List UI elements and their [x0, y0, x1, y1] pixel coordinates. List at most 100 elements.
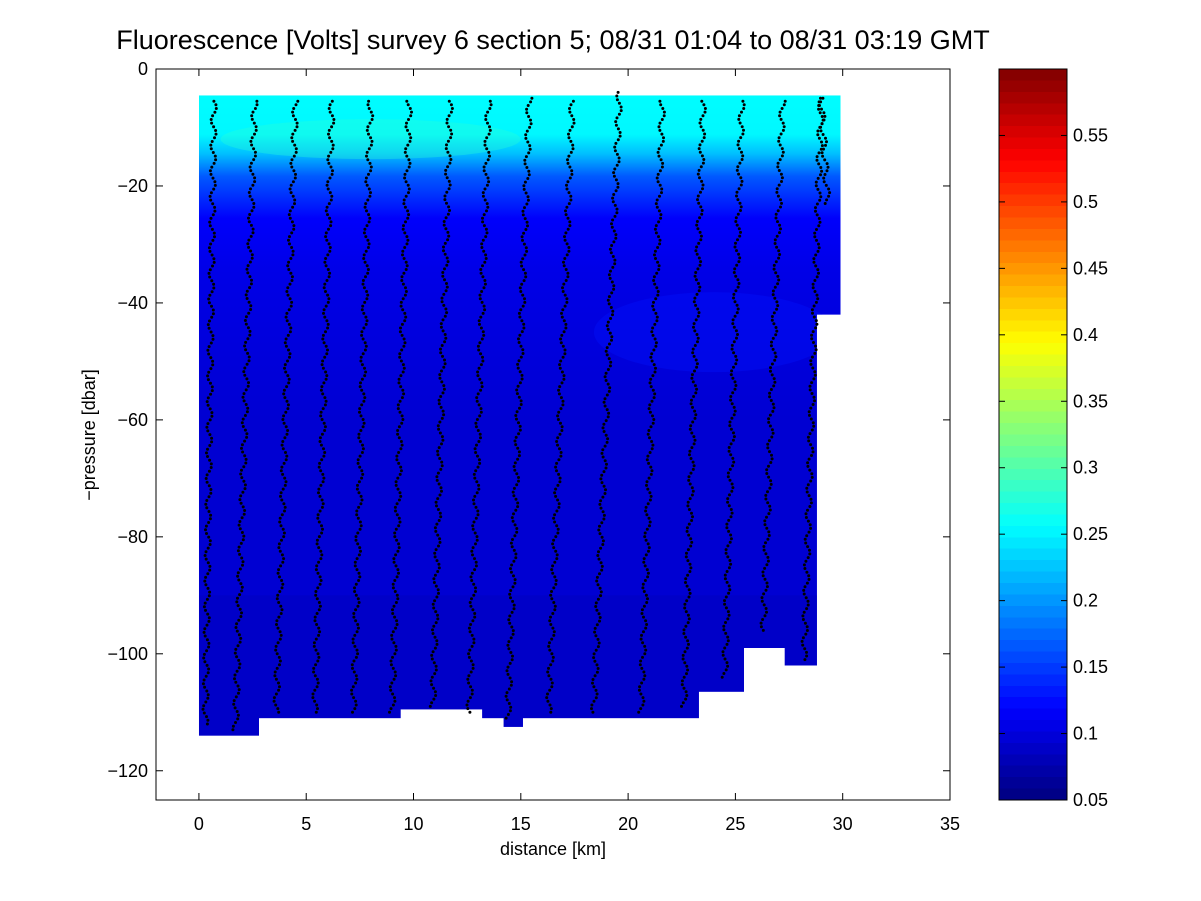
profile-point	[769, 461, 773, 464]
profile-point	[403, 176, 407, 180]
profile-point	[814, 264, 818, 268]
profile-point	[812, 304, 816, 308]
profile-point	[324, 209, 328, 213]
profile-point	[571, 147, 575, 151]
profile-point	[434, 610, 438, 614]
colorbar-ticks: 0.050.10.150.20.250.30.350.40.450.50.55	[999, 125, 1108, 810]
profile-point	[519, 344, 523, 348]
profile-point	[204, 700, 208, 704]
profile-point	[325, 205, 329, 209]
profile-point	[770, 435, 774, 439]
profile-point	[445, 190, 449, 194]
profile-point	[393, 531, 397, 535]
profile-point	[481, 311, 485, 315]
profile-point	[432, 686, 436, 690]
profile-point	[281, 440, 285, 443]
profile-point	[211, 202, 215, 206]
profile-point	[564, 231, 568, 235]
profile-point	[366, 271, 370, 275]
profile-point	[211, 213, 215, 217]
profile-point	[446, 212, 450, 216]
profile-point	[330, 114, 334, 118]
profile-point	[439, 395, 443, 398]
profile-point	[394, 564, 398, 568]
profile-point	[320, 505, 324, 509]
profile-point	[361, 352, 365, 356]
profile-point	[723, 599, 726, 603]
profile-point	[321, 359, 325, 363]
profile-point	[504, 716, 508, 720]
profile-point	[244, 461, 248, 465]
profile-point	[695, 245, 699, 249]
profile-point	[599, 594, 603, 598]
profile-point	[596, 583, 600, 587]
profile-point	[818, 191, 822, 195]
profile-point	[688, 497, 692, 501]
profile-point	[477, 440, 481, 443]
profile-point	[557, 410, 561, 414]
profile-6	[388, 99, 413, 714]
profile-point	[555, 509, 559, 513]
profile-point	[518, 406, 521, 410]
profile-point	[653, 322, 657, 326]
profile-point	[479, 436, 482, 440]
profile-point	[695, 365, 699, 369]
profile-point	[207, 297, 211, 301]
profile-point	[764, 541, 767, 545]
profile-point	[281, 487, 285, 491]
profile-point	[248, 286, 252, 290]
profile-point	[684, 690, 688, 694]
profile-point	[657, 268, 661, 271]
profile-point	[357, 553, 361, 557]
profile-point	[780, 107, 784, 110]
profile-point	[362, 311, 366, 315]
profile-point	[764, 607, 768, 610]
profile-point	[526, 198, 530, 202]
profile-point	[513, 468, 517, 472]
profile-point	[443, 278, 446, 282]
profile-point	[280, 586, 284, 590]
profile-point	[470, 644, 474, 648]
profile-point	[284, 451, 287, 454]
profile-point	[467, 626, 471, 630]
profile-point	[524, 275, 528, 279]
profile-point	[698, 176, 701, 180]
profile-point	[814, 206, 817, 210]
profile-point	[769, 399, 773, 402]
profile-point	[240, 589, 244, 593]
profile-point	[650, 359, 654, 363]
profile-point	[434, 694, 438, 697]
profile-point	[351, 637, 355, 641]
profile-point	[720, 675, 724, 679]
profile-point	[804, 516, 808, 519]
profile-point	[700, 99, 704, 103]
profile-point	[731, 322, 735, 326]
profile-point	[732, 351, 736, 355]
profile-point	[653, 249, 657, 253]
profile-point	[211, 176, 215, 180]
profile-point	[551, 571, 555, 575]
profile-point	[736, 143, 740, 147]
profile-point	[593, 674, 597, 678]
profile-point	[438, 457, 442, 460]
profile-point	[252, 147, 256, 151]
profile-point	[483, 279, 487, 282]
profile-point	[693, 344, 697, 347]
profile-point	[399, 465, 403, 469]
profile-point	[318, 509, 322, 513]
profile-point	[202, 605, 206, 609]
profile-point	[401, 370, 405, 374]
profile-point	[393, 699, 397, 703]
y-tick-label: −120	[107, 761, 148, 781]
profile-point	[353, 586, 356, 590]
profile-point	[277, 655, 281, 659]
profile-point	[737, 227, 741, 231]
profile-point	[767, 439, 771, 443]
profile-point	[441, 274, 445, 278]
profile-point	[522, 268, 526, 272]
profile-point	[699, 125, 703, 129]
profile-point	[433, 672, 437, 676]
profile-point	[202, 678, 206, 682]
profile-point	[515, 530, 519, 534]
profile-point	[826, 165, 830, 169]
